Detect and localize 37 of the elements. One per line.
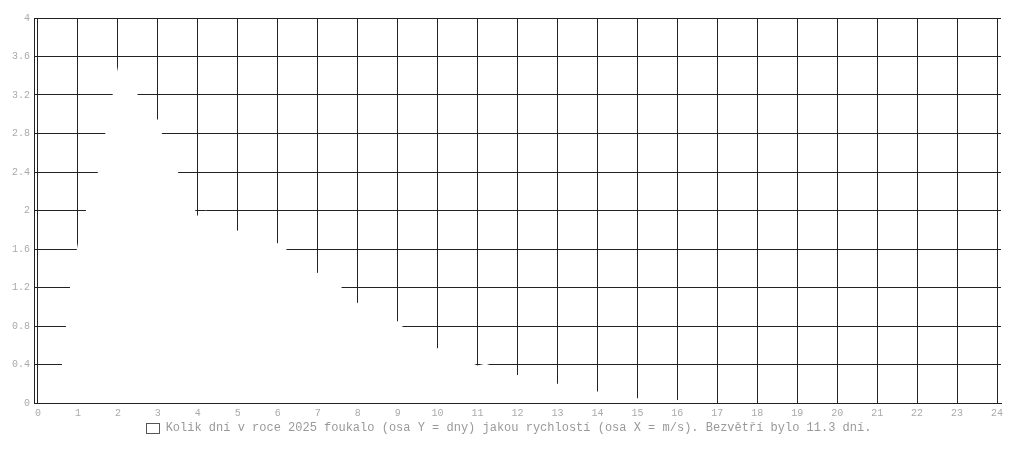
x-tick-label: 17 (711, 407, 724, 419)
x-tick-label: 23 (951, 407, 964, 419)
x-tick-label: 16 (671, 407, 684, 419)
x-tick-label: 3 (154, 407, 161, 419)
x-tick-label: 20 (831, 407, 844, 419)
x-tick-label: 4 (194, 407, 201, 419)
y-tick-label: 4 (23, 12, 30, 24)
y-tick-label: 1.6 (11, 243, 30, 255)
y-tick-label: 1.2 (11, 282, 30, 294)
y-tick-label: 0.4 (11, 359, 30, 371)
x-tick-label: 8 (354, 407, 361, 419)
x-tick-label: 15 (631, 407, 644, 419)
x-tick-label: 9 (394, 407, 401, 419)
y-tick-label: 3.2 (11, 89, 30, 101)
x-tick-label: 11 (471, 407, 484, 419)
y-tick-label: 2.8 (11, 128, 30, 140)
x-tick-label: 19 (791, 407, 804, 419)
x-tick-label: 1 (74, 407, 81, 419)
x-tick-label: 14 (591, 407, 604, 419)
y-tick-label: 2.4 (11, 166, 30, 178)
x-tick-label: 10 (431, 407, 444, 419)
x-tick-label: 24 (991, 407, 1004, 419)
x-tick-label: 21 (871, 407, 884, 419)
x-tick-label: 22 (911, 407, 924, 419)
y-tick-label: 0 (23, 397, 30, 409)
x-tick-label: 0 (34, 407, 42, 419)
x-tick-label: 2 (114, 407, 121, 419)
x-tick-label: 6 (274, 407, 281, 419)
y-tick-label: 2 (23, 205, 30, 217)
x-tick-label: 12 (511, 407, 524, 419)
x-tick-label: 5 (234, 407, 241, 419)
x-tick-label: 7 (314, 407, 321, 419)
x-tick-label: 18 (751, 407, 764, 419)
y-tick-label: 3.6 (11, 51, 30, 63)
series-label: Kolik dní v roce 2025 foukalo (osa Y = dny) jakou rychlostí (osa X = m/s). Bezvětří bylo 11.3 dní. (165, 421, 872, 435)
y-tick-label: 0.8 (11, 320, 30, 332)
x-tick-label: 13 (551, 407, 564, 419)
